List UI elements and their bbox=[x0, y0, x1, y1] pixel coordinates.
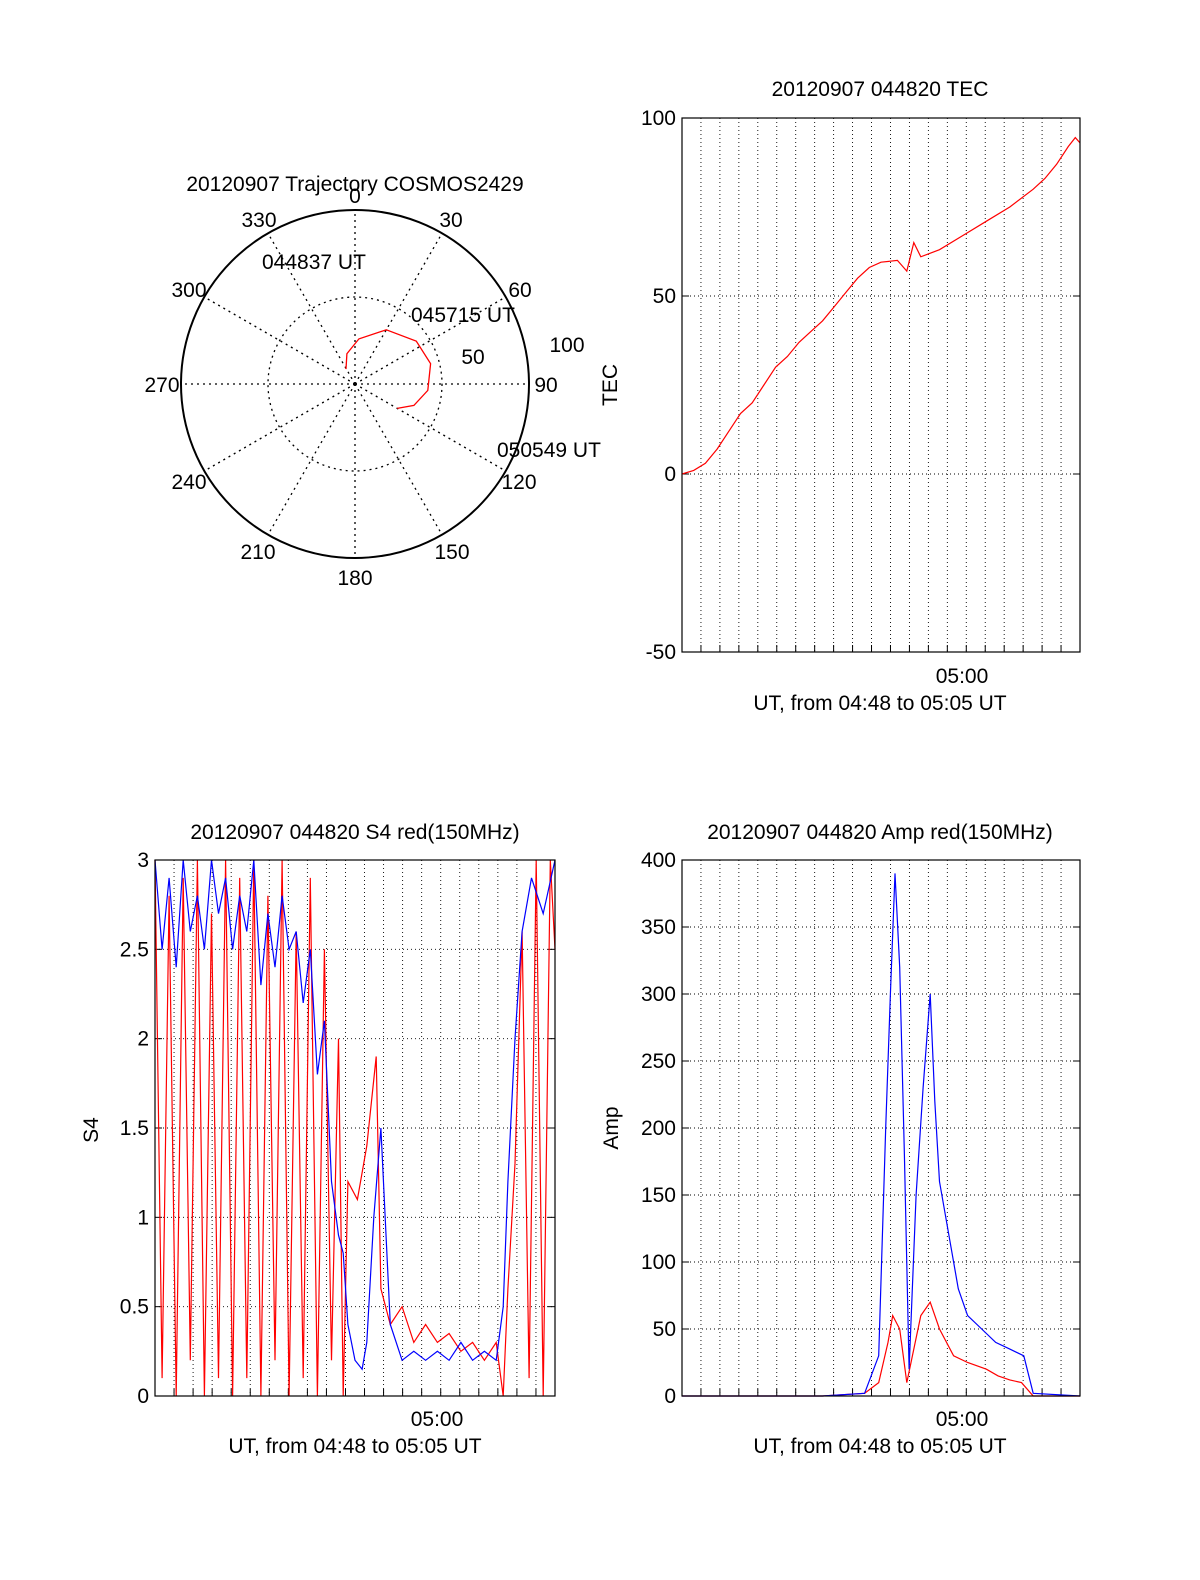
y-tick-label: 0 bbox=[137, 1385, 149, 1408]
s4-ytick-labels: 3 2.5 2 1.5 1 0.5 0 bbox=[120, 849, 149, 1408]
polar-spoke-30 bbox=[354, 232, 443, 385]
y-tick-label: -50 bbox=[646, 641, 676, 664]
tec-grid bbox=[682, 117, 1080, 653]
y-tick-label: 1.5 bbox=[120, 1117, 149, 1140]
y-tick-label: 50 bbox=[653, 1318, 676, 1341]
y-tick-label: 300 bbox=[641, 983, 676, 1006]
polar-trajectory-line bbox=[345, 329, 432, 410]
polar-angle-label-300: 300 bbox=[171, 279, 206, 302]
y-tick-label: 400 bbox=[641, 849, 676, 872]
amp-plot-frame bbox=[681, 859, 1081, 1397]
tec-xtick-label: 05:00 bbox=[936, 665, 989, 688]
tec-series-line bbox=[681, 136, 1081, 475]
y-tick-label: 2 bbox=[137, 1028, 149, 1051]
s4-xlabel: UT, from 04:48 to 05:05 UT bbox=[228, 1435, 481, 1458]
amp-grid bbox=[682, 859, 1080, 1397]
tec-ylabel: TEC bbox=[599, 364, 622, 406]
amp-xtick-label: 05:00 bbox=[936, 1408, 989, 1431]
s4-ylabel: S4 bbox=[80, 1117, 103, 1143]
tec-plot-frame bbox=[681, 117, 1081, 653]
polar-angle-label-60: 60 bbox=[508, 279, 531, 302]
polar-angle-label-210: 210 bbox=[240, 541, 275, 564]
polar-radius-label-100: 100 bbox=[549, 334, 584, 357]
polar-angle-labels: 0 30 60 90 120 150 180 210 240 270 300 330 bbox=[144, 185, 557, 590]
polar-angle-label-330: 330 bbox=[241, 209, 276, 232]
polar-outer-circle bbox=[180, 209, 530, 559]
polar-angle-label-0: 0 bbox=[349, 185, 361, 208]
polar-spokes bbox=[181, 210, 529, 558]
polar-angle-label-90: 90 bbox=[534, 374, 557, 397]
polar-angle-label-30: 30 bbox=[439, 209, 462, 232]
polar-inner-circle bbox=[267, 296, 443, 472]
s4-plot-frame bbox=[154, 859, 556, 1397]
y-tick-label: 250 bbox=[641, 1050, 676, 1073]
y-tick-label: 0.5 bbox=[120, 1296, 149, 1319]
tec-ytick-labels: 100 50 0 -50 bbox=[641, 107, 676, 664]
s4-red-series-line bbox=[154, 859, 556, 1397]
y-tick-label: 3 bbox=[137, 849, 149, 872]
polar-annotation-start: 044837 UT bbox=[262, 251, 366, 274]
s4-xtick-label: 05:00 bbox=[411, 1408, 464, 1431]
polar-annotation-end: 050549 UT bbox=[497, 439, 601, 462]
amp-red-series-line bbox=[682, 1300, 1080, 1397]
y-tick-label: 50 bbox=[653, 285, 676, 308]
y-tick-label: 2.5 bbox=[120, 938, 149, 961]
polar-spoke-300 bbox=[203, 296, 356, 385]
y-tick-label: 100 bbox=[641, 107, 676, 130]
tec-title: 20120907 044820 TEC bbox=[772, 78, 989, 101]
y-tick-label: 1 bbox=[137, 1206, 149, 1229]
amp-blue-series-line bbox=[682, 873, 1081, 1397]
polar-angle-label-180: 180 bbox=[337, 567, 372, 590]
polar-angle-label-150: 150 bbox=[434, 541, 469, 564]
polar-spoke-150 bbox=[354, 383, 443, 536]
polar-spoke-60 bbox=[354, 296, 507, 385]
s4-chart: 20120907 044820 S4 red(150MHz) 3 2.5 2 1.5 1… bbox=[80, 821, 556, 1458]
polar-radius-label-50: 50 bbox=[461, 346, 484, 369]
y-tick-label: 0 bbox=[664, 463, 676, 486]
tec-chart: 20120907 044820 TEC 100 50 0 -50 05:00 UT, … bbox=[599, 78, 1081, 715]
amp-ytick-labels: 400 350 300 250 200 150 100 50 0 bbox=[641, 849, 676, 1408]
y-tick-label: 150 bbox=[641, 1184, 676, 1207]
y-tick-label: 200 bbox=[641, 1117, 676, 1140]
amp-title: 20120907 044820 Amp red(150MHz) bbox=[707, 821, 1053, 844]
y-tick-label: 100 bbox=[641, 1251, 676, 1274]
polar-trajectory-chart: 20120907 Trajectory COSMOS2429 0 30 60 90 12… bbox=[144, 173, 601, 590]
polar-title: 20120907 Trajectory COSMOS2429 bbox=[186, 173, 523, 196]
tec-xlabel: UT, from 04:48 to 05:05 UT bbox=[753, 692, 1006, 715]
amp-ylabel: Amp bbox=[600, 1106, 623, 1149]
polar-spoke-120 bbox=[354, 383, 507, 472]
y-tick-label: 0 bbox=[664, 1385, 676, 1408]
polar-annotation-mid: 045715 UT bbox=[411, 304, 515, 327]
polar-spoke-240 bbox=[203, 383, 356, 472]
polar-spoke-210 bbox=[267, 383, 356, 536]
amp-chart: 20120907 044820 Amp red(150MHz) 400 350 30… bbox=[600, 821, 1081, 1458]
s4-blue-series-line bbox=[154, 859, 556, 1371]
polar-angle-label-240: 240 bbox=[171, 471, 206, 494]
amp-xlabel: UT, from 04:48 to 05:05 UT bbox=[753, 1435, 1006, 1458]
polar-spoke-330 bbox=[267, 232, 356, 385]
polar-angle-label-270: 270 bbox=[144, 374, 179, 397]
polar-angle-label-120: 120 bbox=[501, 471, 536, 494]
s4-title: 20120907 044820 S4 red(150MHz) bbox=[190, 821, 519, 844]
y-tick-label: 350 bbox=[641, 916, 676, 939]
